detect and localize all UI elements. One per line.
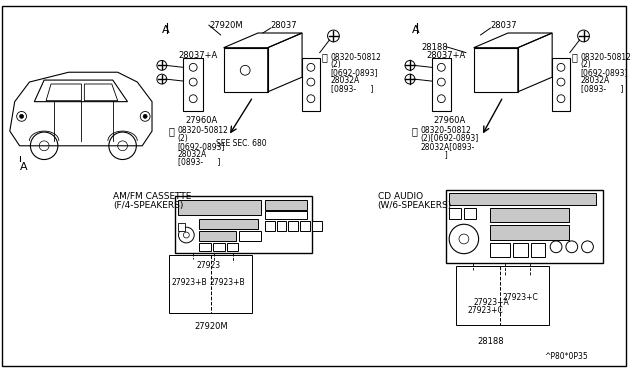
Text: 27923+C: 27923+C bbox=[502, 293, 538, 302]
Bar bbox=[501, 279, 509, 287]
Bar bbox=[213, 243, 225, 251]
Bar bbox=[265, 200, 307, 209]
Text: 27920M: 27920M bbox=[209, 21, 243, 30]
Circle shape bbox=[470, 275, 476, 281]
Bar bbox=[230, 266, 237, 274]
Text: ]: ] bbox=[420, 150, 447, 159]
Text: 27960A: 27960A bbox=[433, 116, 466, 125]
Text: (2)[0692-0893]: (2)[0692-0893] bbox=[420, 134, 479, 143]
Text: 28032A: 28032A bbox=[580, 76, 610, 85]
Text: (2): (2) bbox=[330, 61, 341, 70]
Bar bbox=[446, 190, 603, 263]
Text: A: A bbox=[162, 25, 170, 35]
Bar bbox=[552, 58, 570, 112]
Bar bbox=[265, 221, 275, 231]
Text: 27923+A: 27923+A bbox=[474, 298, 509, 307]
Bar bbox=[227, 243, 238, 251]
Text: 28037+A: 28037+A bbox=[427, 51, 466, 60]
Text: AM/FM CASSETTE: AM/FM CASSETTE bbox=[113, 192, 191, 201]
Text: ^P80*0P35: ^P80*0P35 bbox=[545, 352, 588, 361]
Text: 28032A: 28032A bbox=[177, 150, 207, 159]
Text: [0893-      ]: [0893- ] bbox=[177, 158, 220, 167]
Text: Ⓢ: Ⓢ bbox=[169, 126, 175, 136]
Text: (2): (2) bbox=[580, 61, 591, 70]
Bar bbox=[265, 212, 307, 219]
Bar bbox=[289, 221, 298, 231]
Text: 27960A: 27960A bbox=[186, 116, 218, 125]
Text: 27920M: 27920M bbox=[194, 322, 228, 331]
Bar bbox=[189, 263, 197, 270]
Bar bbox=[464, 208, 476, 219]
Text: A: A bbox=[412, 25, 420, 35]
Text: 28032A[0893-: 28032A[0893- bbox=[420, 142, 475, 151]
Bar bbox=[184, 58, 203, 112]
Bar bbox=[276, 221, 286, 231]
Bar bbox=[199, 219, 258, 229]
Text: (F/4-SPEAKERS): (F/4-SPEAKERS) bbox=[113, 201, 183, 210]
Circle shape bbox=[527, 280, 532, 286]
Circle shape bbox=[230, 267, 236, 273]
Bar bbox=[169, 255, 252, 314]
Bar bbox=[199, 231, 236, 241]
Bar bbox=[302, 58, 320, 112]
Bar bbox=[177, 200, 261, 215]
Text: 27923+C: 27923+C bbox=[468, 306, 503, 315]
Text: 08320-50812: 08320-50812 bbox=[330, 52, 381, 62]
Text: SEE SEC. 680: SEE SEC. 680 bbox=[216, 139, 266, 148]
Text: A: A bbox=[20, 163, 28, 173]
Text: Ⓢ: Ⓢ bbox=[412, 126, 418, 136]
Bar bbox=[531, 243, 545, 257]
Text: [0692-0893]: [0692-0893] bbox=[580, 68, 628, 77]
Text: 27923+B: 27923+B bbox=[172, 278, 207, 287]
Bar bbox=[490, 243, 510, 257]
Circle shape bbox=[20, 115, 24, 118]
Text: 28037: 28037 bbox=[271, 21, 298, 30]
Circle shape bbox=[211, 267, 217, 273]
Text: 28188: 28188 bbox=[422, 43, 449, 52]
Text: CD AUDIO: CD AUDIO bbox=[378, 192, 422, 201]
Circle shape bbox=[190, 263, 196, 269]
Text: 27923: 27923 bbox=[197, 260, 221, 270]
Bar bbox=[490, 208, 569, 222]
Bar bbox=[449, 208, 461, 219]
Bar bbox=[175, 196, 312, 253]
Text: 08320-50812: 08320-50812 bbox=[177, 126, 228, 135]
Text: [0692-0893]: [0692-0893] bbox=[177, 142, 225, 151]
Bar bbox=[449, 193, 596, 205]
Bar bbox=[300, 221, 310, 231]
Text: Ⓢ: Ⓢ bbox=[572, 52, 578, 62]
Bar bbox=[239, 231, 261, 241]
Bar bbox=[199, 243, 211, 251]
Bar bbox=[431, 58, 451, 112]
Text: 28037+A: 28037+A bbox=[179, 51, 218, 60]
Text: 28188: 28188 bbox=[477, 337, 504, 346]
Bar bbox=[210, 266, 218, 274]
Bar bbox=[490, 225, 569, 240]
Bar bbox=[456, 266, 549, 325]
Circle shape bbox=[502, 280, 508, 286]
Text: 27923+B: 27923+B bbox=[210, 278, 245, 287]
Bar bbox=[312, 221, 322, 231]
Circle shape bbox=[143, 115, 147, 118]
Text: (2): (2) bbox=[177, 134, 188, 143]
Text: 28037: 28037 bbox=[490, 21, 517, 30]
Text: 08320-50812: 08320-50812 bbox=[420, 126, 472, 135]
Text: Ⓢ: Ⓢ bbox=[322, 52, 328, 62]
Text: 28032A: 28032A bbox=[330, 76, 360, 85]
Text: (W/6-SPEAKERS): (W/6-SPEAKERS) bbox=[378, 201, 452, 210]
Text: [0893-      ]: [0893- ] bbox=[580, 84, 623, 93]
Text: 08320-50812: 08320-50812 bbox=[580, 52, 632, 62]
Text: [0692-0893]: [0692-0893] bbox=[330, 68, 378, 77]
Bar bbox=[469, 274, 477, 282]
Bar bbox=[525, 279, 534, 287]
Bar bbox=[177, 223, 186, 231]
Bar bbox=[513, 243, 527, 257]
Text: [0893-      ]: [0893- ] bbox=[330, 84, 373, 93]
